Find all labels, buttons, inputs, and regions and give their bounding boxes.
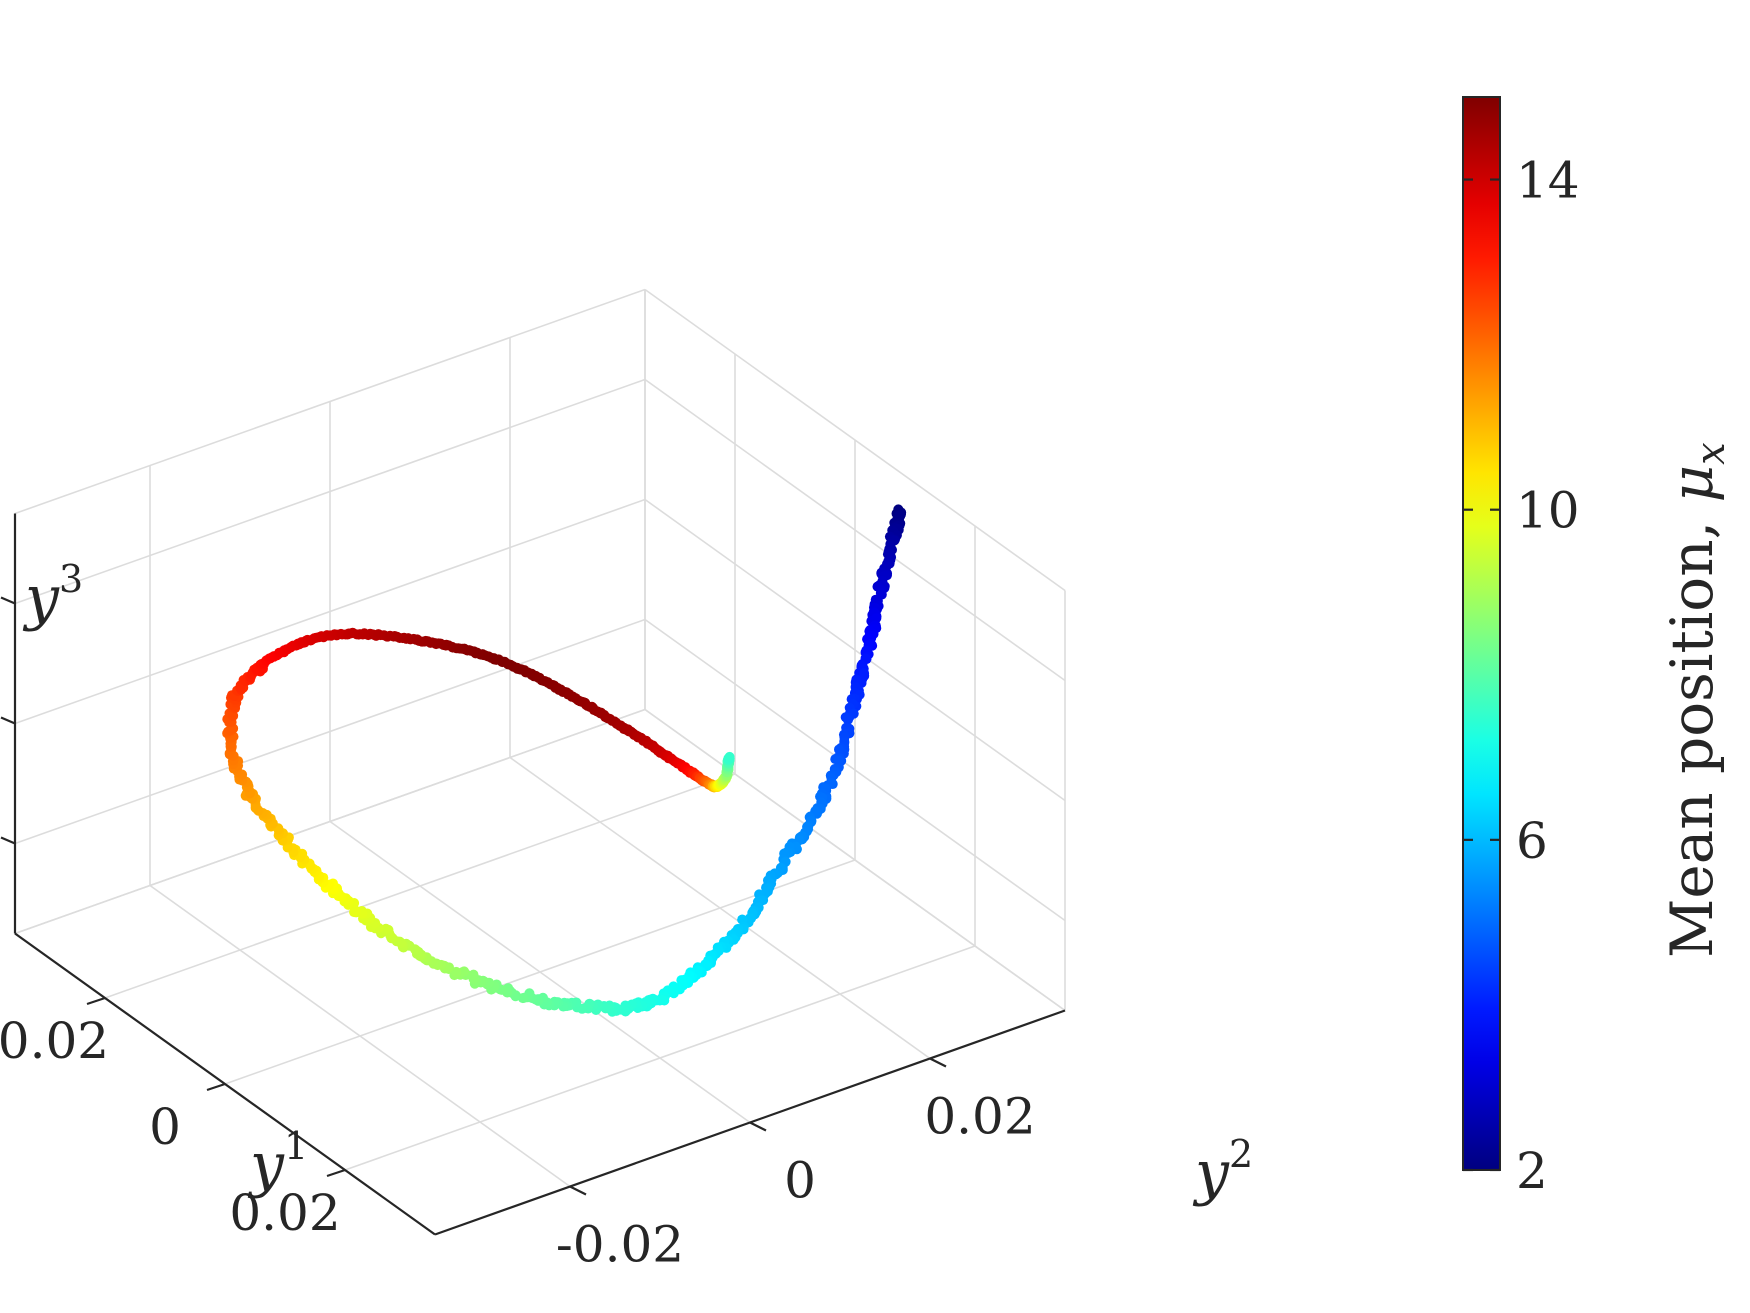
grid-layer: [14, 288, 1066, 1236]
colorbar-tick-label: 6: [1516, 812, 1548, 870]
data-point: [833, 755, 844, 766]
colorbar-title: Mean position, μx: [1658, 442, 1734, 958]
z-axis-label-superscript: 3: [59, 557, 83, 601]
grid-line: [509, 756, 931, 1060]
data-point: [842, 714, 853, 725]
data-point: [600, 1003, 611, 1014]
colorbar-title-symbol: μ: [1658, 465, 1726, 503]
data-point: [834, 744, 845, 755]
grid-line: [644, 288, 1066, 592]
x-tick-label: 0: [149, 1098, 181, 1156]
label-layer: y 1 y 2y 3: [22, 557, 1253, 1208]
colorbar-tick-label: 2: [1516, 1142, 1548, 1200]
grid-line: [149, 884, 571, 1188]
x-tick: [86, 996, 106, 1006]
colorbar-tick-label: 14: [1516, 152, 1580, 210]
grid-line: [14, 288, 646, 515]
y-tick-label: 0: [784, 1152, 816, 1210]
x-tick-label: 0.02: [229, 1184, 340, 1242]
colorbar-gradient: [1462, 96, 1501, 1171]
grid-line: [14, 498, 646, 725]
data-point: [871, 613, 882, 624]
y-tick: [929, 1057, 947, 1068]
grid-line: [14, 618, 646, 845]
x-tick: [326, 1168, 346, 1178]
data-point: [724, 751, 735, 762]
grid-line: [644, 498, 1066, 802]
grid-line: [329, 820, 751, 1124]
x-tick: [206, 1082, 226, 1092]
y-tick: [569, 1185, 587, 1196]
y-tick-label: -0.02: [556, 1216, 684, 1274]
colorbar-tick-label: 10: [1516, 482, 1580, 540]
grid-line: [644, 378, 1066, 682]
x-axis-label-superscript: 1: [284, 1124, 308, 1168]
grid-line: [644, 618, 1066, 922]
grid-line: [644, 708, 1066, 1012]
z-tick: [0, 596, 16, 605]
points-layer: [222, 504, 907, 1017]
grid-line: [14, 378, 646, 605]
colorbar: 2 6 10 14 Mean position, μx: [1462, 96, 1734, 1200]
y-axis-label-superscript: 2: [1229, 1132, 1253, 1176]
y-tick-label: 0.02: [924, 1088, 1035, 1146]
z-axis-label: y: [22, 563, 60, 633]
y-axis-label: y: [1192, 1138, 1230, 1208]
data-point: [350, 905, 361, 916]
data-point: [518, 992, 529, 1003]
data-point: [700, 959, 711, 970]
z-tick: [0, 716, 16, 725]
colorbar-title-text: Mean position,: [1658, 503, 1726, 958]
colorbar-title-subscript: x: [1688, 442, 1734, 465]
y-tick: [749, 1121, 767, 1132]
z-tick: [0, 836, 16, 845]
x-axis-label: y: [247, 1130, 285, 1200]
x-tick-label: -0.02: [0, 1012, 109, 1070]
grid-line: [14, 708, 646, 935]
